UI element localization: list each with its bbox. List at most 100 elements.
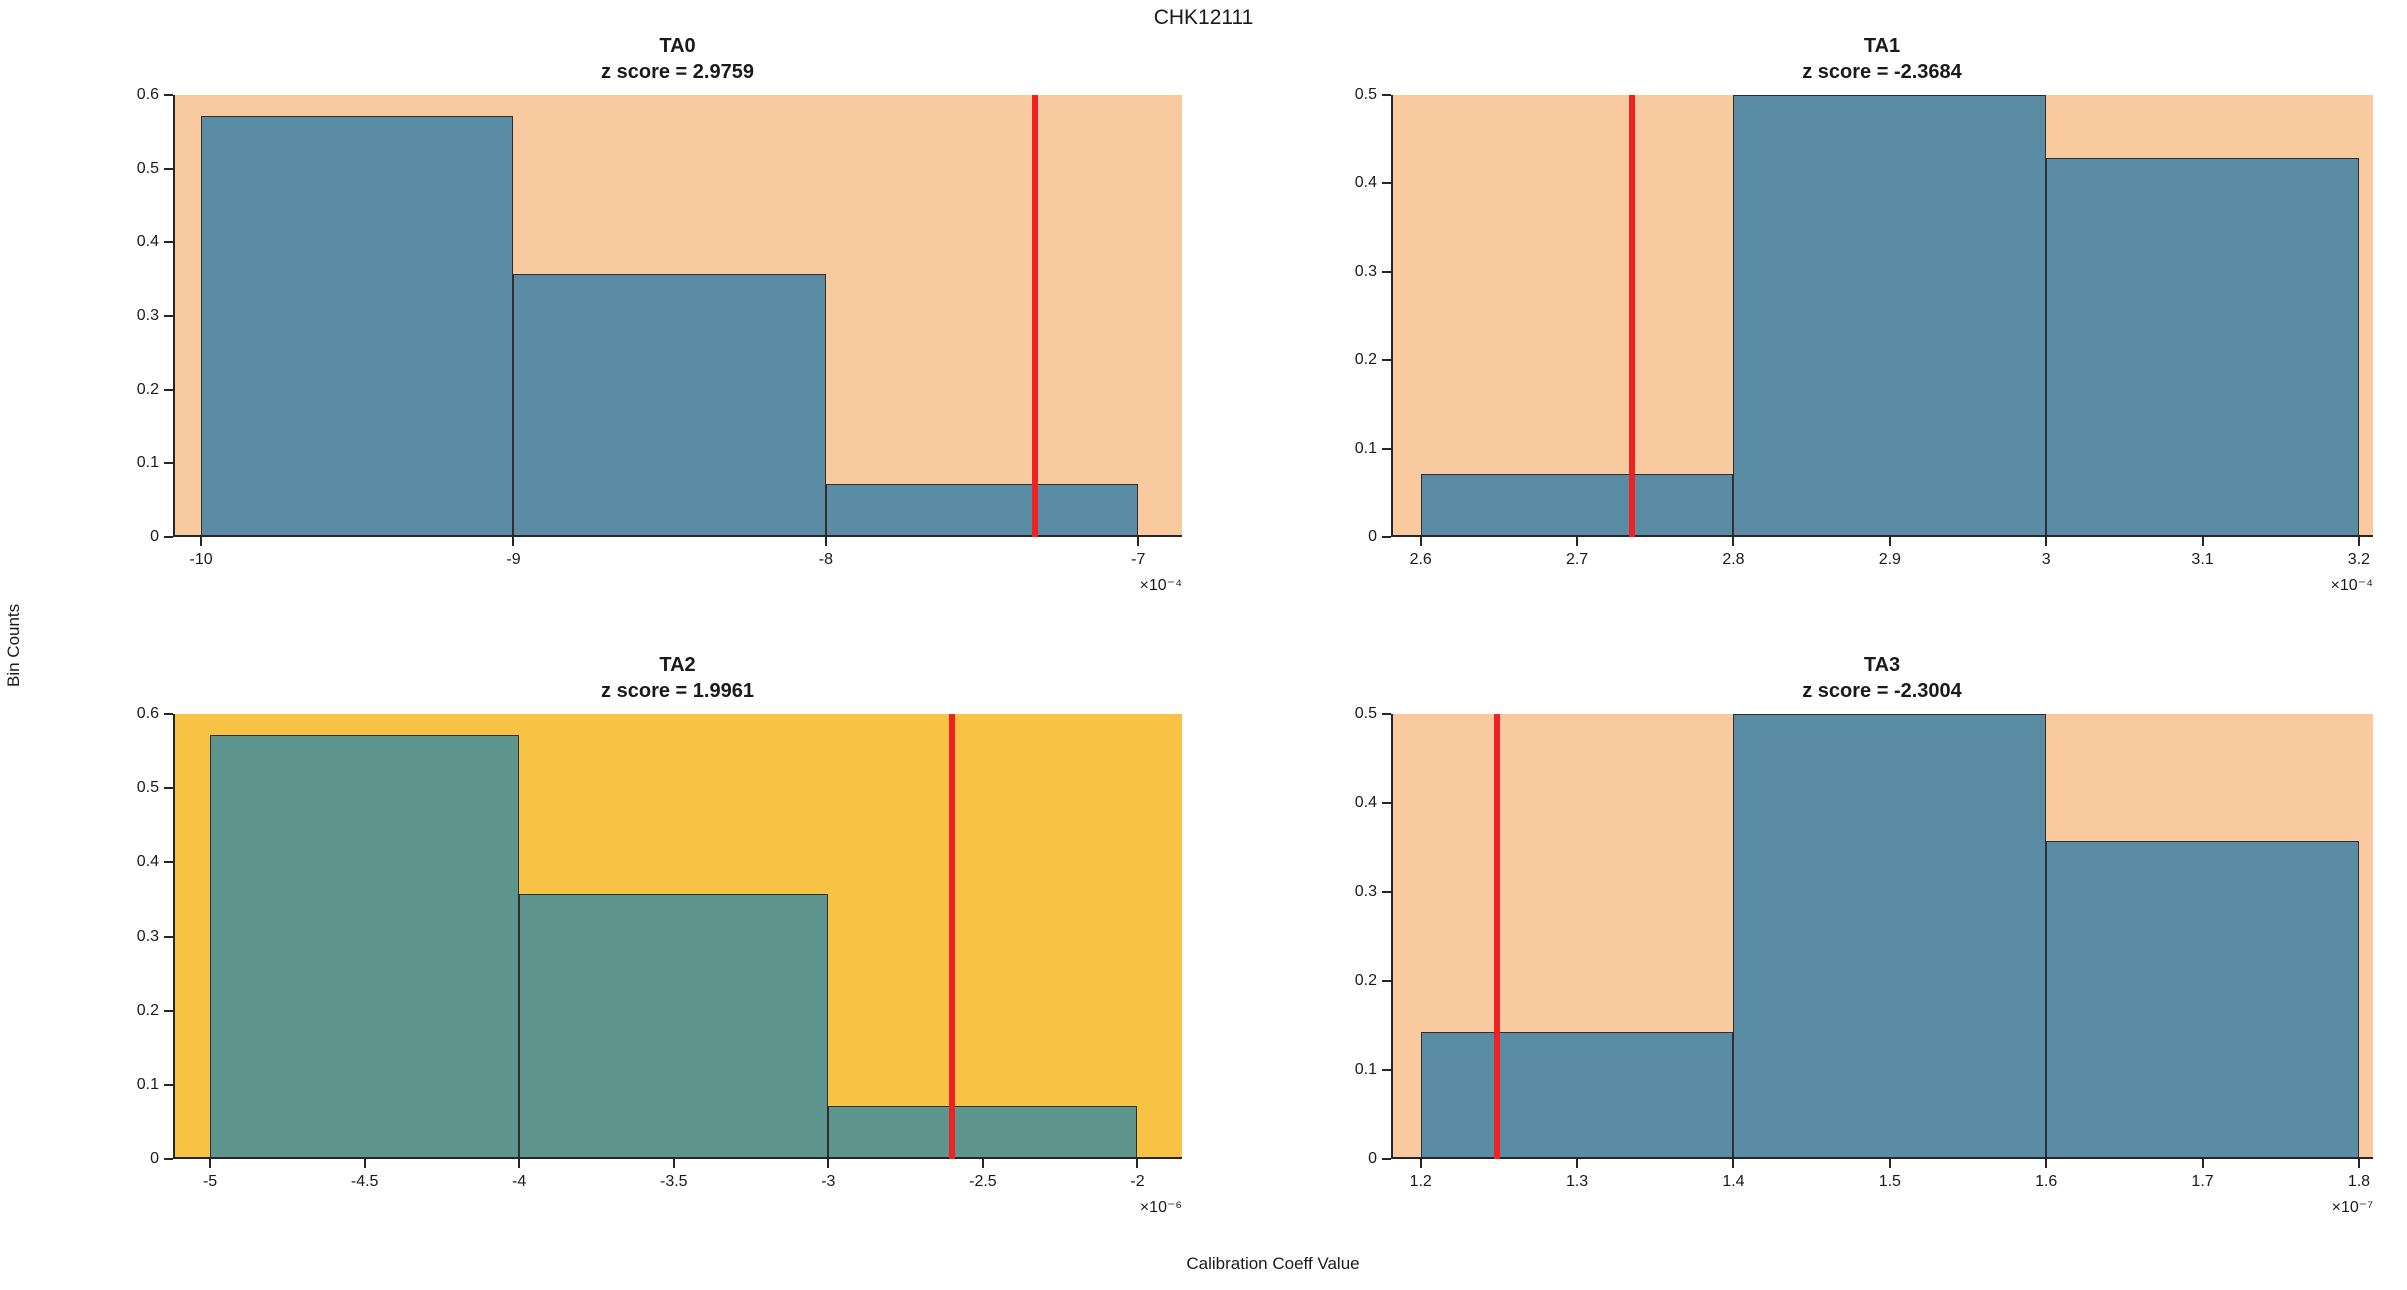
z-score-marker-line bbox=[1032, 95, 1039, 537]
y-tick-label: 0.4 bbox=[136, 233, 159, 251]
subplot-ta0: TA0 z score = 2.9759 -10 -9 -8 -7 0 0.1 0.2 0.3… bbox=[137, 35, 1182, 594]
x-tick-label: 3.2 bbox=[2347, 551, 2371, 568]
x-tick-label: 1.2 bbox=[1409, 1173, 1432, 1190]
y-tick-mark bbox=[164, 1158, 173, 1160]
z-score-marker-line bbox=[1494, 714, 1501, 1159]
x-tick-mark bbox=[824, 537, 827, 546]
y-tick-label: 0.1 bbox=[1354, 1061, 1377, 1078]
y-tick-mark bbox=[1382, 359, 1391, 362]
y-tick-mark bbox=[164, 536, 173, 538]
histogram-bar bbox=[1420, 473, 1734, 537]
y-tick-label: 0.5 bbox=[1354, 86, 1377, 103]
y-tick-label: 0 bbox=[150, 528, 159, 545]
y-tick-label: 0.2 bbox=[1354, 972, 1377, 989]
x-tick-label: 1.8 bbox=[2347, 1173, 2371, 1190]
y-tick-mark bbox=[1382, 94, 1391, 96]
y-tick-label: 0.1 bbox=[136, 454, 159, 472]
x-tick-mark bbox=[1732, 537, 1735, 546]
axis-exponent-label: ×10⁻⁶ bbox=[1139, 1199, 1182, 1216]
x-tick-mark bbox=[2045, 1159, 2048, 1168]
y-tick-label: 0 bbox=[150, 1150, 159, 1167]
y-tick-mark bbox=[164, 167, 173, 170]
x-tick-label: 3.1 bbox=[2191, 551, 2214, 568]
x-tick-label: -5 bbox=[202, 1173, 218, 1190]
y-tick-label: 0.2 bbox=[136, 380, 159, 398]
x-tick-label: 2.9 bbox=[1878, 551, 1901, 568]
axis-exponent-label: ×10⁻⁷ bbox=[2331, 1199, 2373, 1216]
y-tick-mark bbox=[164, 462, 173, 465]
subplot-zscore-subtitle: z score = -2.3684 bbox=[1802, 61, 1962, 83]
x-tick-mark bbox=[2045, 537, 2048, 546]
x-tick-mark bbox=[518, 1159, 521, 1168]
x-tick-mark bbox=[1576, 537, 1579, 546]
subplot-title: TA1 bbox=[1863, 35, 1901, 57]
plot-area: 1.2 1.3 1.4 1.5 1.6 1.7 1.8 0 0.1 0.2 0.3 0.4 0.5 ×10… bbox=[1355, 705, 2373, 1216]
y-tick-label: 0.3 bbox=[136, 307, 159, 324]
y-tick-mark bbox=[1382, 536, 1391, 538]
y-tick-label: 0 bbox=[1368, 1150, 1377, 1167]
x-tick-mark bbox=[672, 1159, 675, 1168]
x-tick-label: -2 bbox=[1130, 1173, 1145, 1190]
x-tick-mark bbox=[1136, 1159, 1139, 1168]
subplot-zscore-subtitle: z score = 1.9961 bbox=[601, 680, 754, 702]
y-tick-mark bbox=[164, 241, 173, 244]
x-tick-mark bbox=[981, 1159, 984, 1168]
y-tick-mark bbox=[164, 861, 173, 864]
x-tick-mark bbox=[827, 1159, 830, 1168]
y-axis-line bbox=[1391, 95, 1393, 537]
histogram-bar bbox=[1420, 1031, 1734, 1159]
x-tick-mark bbox=[1732, 1159, 1735, 1168]
y-tick-label: 0.3 bbox=[136, 927, 159, 945]
y-tick-label: 0.1 bbox=[1354, 439, 1377, 457]
x-tick-label: 2.6 bbox=[1409, 551, 1432, 568]
y-axis-line bbox=[173, 95, 175, 537]
y-tick-label: 0.4 bbox=[1354, 794, 1377, 811]
histogram-bar bbox=[2046, 158, 2359, 537]
y-tick-mark bbox=[164, 935, 173, 938]
y-axis-line bbox=[1391, 714, 1393, 1159]
y-tick-label: 0.5 bbox=[136, 779, 159, 797]
x-tick-mark bbox=[1419, 1159, 1422, 1168]
histogram-bar bbox=[519, 894, 829, 1159]
histogram-bar bbox=[1733, 714, 2047, 1159]
y-tick-label: 0.2 bbox=[136, 1001, 159, 1019]
x-tick-mark bbox=[209, 1159, 212, 1168]
subplot-zscore-subtitle: z score = 2.9759 bbox=[601, 61, 754, 83]
y-tick-label: 0.6 bbox=[136, 86, 159, 103]
subplot-title: TA3 bbox=[1863, 654, 1901, 676]
y-tick-mark bbox=[164, 713, 173, 715]
subplot-title-block: TA2 z score = 1.9961 bbox=[173, 652, 1182, 704]
subplot-ta1: TA1 z score = -2.3684 2.6 2.7 2.8 2.9 3 3.1 3.… bbox=[1355, 35, 2373, 594]
axis-exponent-label: ×10⁻⁴ bbox=[2330, 577, 2373, 594]
x-tick-label: -4 bbox=[512, 1173, 527, 1190]
histogram-bar bbox=[825, 484, 1139, 537]
y-tick-mark bbox=[1382, 980, 1391, 982]
x-tick-label: -9 bbox=[506, 551, 521, 568]
x-tick-label: 1.4 bbox=[1722, 1173, 1745, 1190]
y-tick-mark bbox=[1382, 182, 1391, 185]
x-tick-mark bbox=[2357, 537, 2360, 546]
x-tick-label: -7 bbox=[1131, 551, 1146, 568]
histogram-bar bbox=[1733, 95, 2047, 537]
subplot-title: TA0 bbox=[659, 35, 696, 57]
y-tick-mark bbox=[1382, 1158, 1391, 1160]
y-axis-line bbox=[173, 714, 175, 1159]
x-tick-label: 2.7 bbox=[1565, 551, 1589, 568]
x-axis-line bbox=[173, 1157, 1182, 1159]
x-tick-label: 1.3 bbox=[1565, 1173, 1589, 1190]
x-axis-line bbox=[1391, 535, 2373, 537]
x-tick-mark bbox=[1419, 537, 1422, 546]
y-tick-mark bbox=[164, 388, 173, 391]
histogram-bar bbox=[513, 273, 826, 537]
figure-title: CHK12111 bbox=[1153, 6, 1254, 29]
y-tick-label: 0.1 bbox=[136, 1075, 159, 1093]
y-tick-mark bbox=[1382, 802, 1391, 804]
y-tick-label: 0.4 bbox=[136, 853, 159, 871]
x-tick-label: 2.8 bbox=[1722, 551, 1745, 568]
subplot-ta3: TA3 z score = -2.3004 1.2 1.3 1.4 1.5 1.6 1.7… bbox=[1355, 654, 2373, 1216]
subplot-title: TA2 bbox=[659, 654, 696, 676]
x-tick-mark bbox=[1888, 1159, 1891, 1168]
histogram-bar bbox=[201, 116, 514, 537]
y-tick-label: 0.3 bbox=[1354, 262, 1377, 280]
y-tick-label: 0.5 bbox=[136, 159, 159, 177]
